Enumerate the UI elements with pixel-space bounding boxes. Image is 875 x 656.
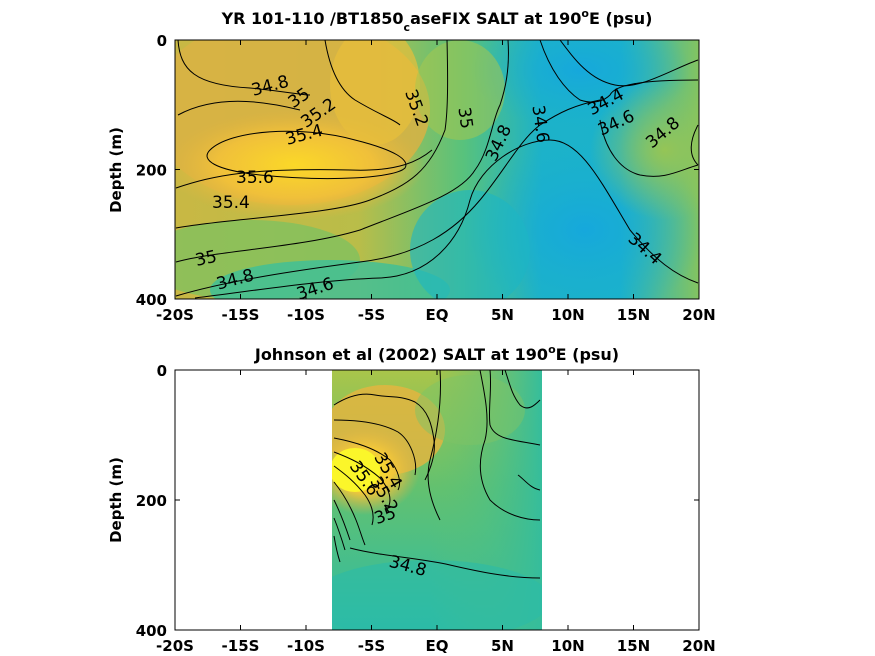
x-tick-label: -20S: [156, 306, 194, 324]
x-tick-label: 20N: [682, 637, 715, 655]
x-tick-label: -20S: [156, 637, 194, 655]
y-tick-label: 0: [157, 32, 167, 50]
x-tick-label: EQ: [426, 637, 449, 655]
y-tick-label: 0: [157, 362, 167, 380]
x-tick-label: 20N: [682, 306, 715, 324]
contour-label: 35: [453, 106, 476, 130]
x-tick-label: 5N: [491, 637, 514, 655]
x-tick-label: 10N: [551, 637, 584, 655]
y-tick-label: 200: [136, 492, 167, 510]
x-tick-label: -10S: [287, 306, 325, 324]
bottom-tick-marks: [174, 369, 700, 631]
top-y-tick-labels: 0 200 400: [136, 32, 167, 309]
x-tick-label: 15N: [617, 637, 650, 655]
top-salinity-field: [175, 40, 699, 299]
x-tick-label: -15S: [222, 306, 260, 324]
x-tick-label: 5N: [491, 306, 514, 324]
x-tick-label: -5S: [358, 306, 385, 324]
y-tick-label: 400: [136, 291, 167, 309]
bottom-panel: 35.4 35.6 35.2 35 34.8 Johnson et al (20…: [107, 343, 716, 655]
top-contour-lines: [175, 40, 699, 299]
top-x-tick-labels: -20S -15S -10S -5S EQ 5N 10N 15N 20N: [156, 306, 716, 324]
contour-label: 35: [193, 247, 218, 271]
bottom-contour-lines: [333, 370, 541, 579]
bottom-chart-title: Johnson et al (2002) SALT at 190oE (psu): [254, 343, 619, 364]
top-panel: 34.8 35 35.2 35.4 35.6 35.4 35 34.8 34.6…: [107, 7, 716, 324]
y-tick-label: 400: [136, 622, 167, 640]
contour-label: 35.4: [212, 193, 250, 213]
top-y-axis-label: Depth (m): [107, 127, 125, 213]
x-tick-label: -10S: [287, 637, 325, 655]
top-tick-marks: [174, 39, 700, 300]
y-tick-label: 200: [136, 162, 167, 180]
x-tick-label: EQ: [426, 306, 449, 324]
bottom-y-tick-labels: 0 200 400: [136, 362, 167, 640]
x-tick-label: -15S: [222, 637, 260, 655]
top-chart-title: YR 101-110 /BT1850caseFIX SALT at 190oE …: [221, 7, 653, 34]
bottom-y-axis-label: Depth (m): [107, 457, 125, 543]
bottom-salinity-field: [332, 370, 542, 630]
x-tick-label: -5S: [358, 637, 385, 655]
bottom-contour-labels: 35.4 35.6 35.2 35 34.8: [345, 449, 429, 581]
contour-label: 35.6: [236, 168, 274, 188]
x-tick-label: 15N: [617, 306, 650, 324]
bottom-x-tick-labels: -20S -15S -10S -5S EQ 5N 10N 15N 20N: [156, 637, 716, 655]
x-tick-label: 10N: [551, 306, 584, 324]
